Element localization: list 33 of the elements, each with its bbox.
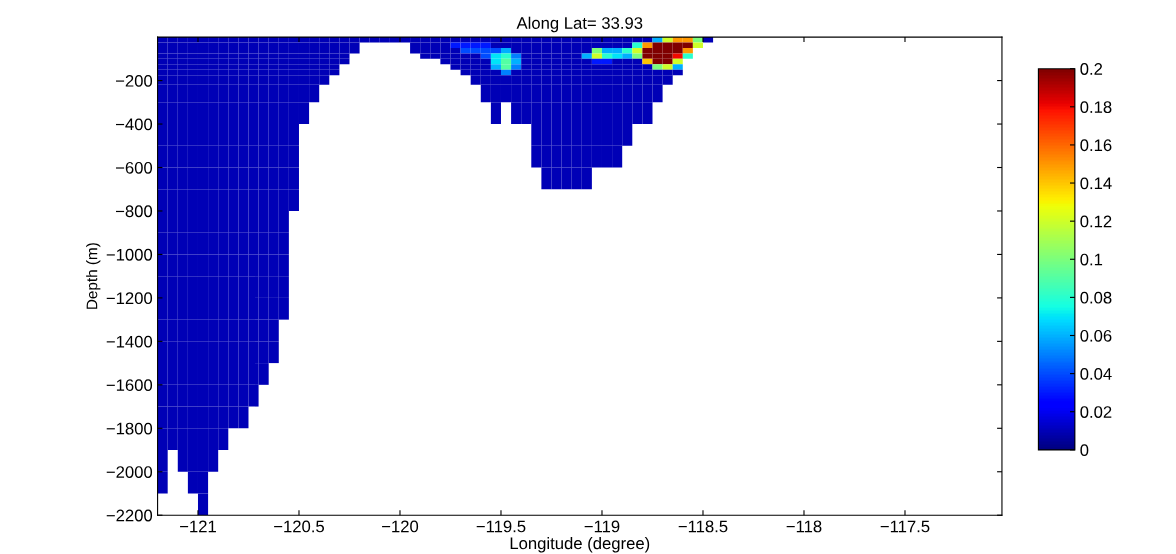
- color-bar-label: 0.18: [1080, 101, 1112, 114]
- x-tick-label: −119: [584, 520, 620, 533]
- y-tick-label: −2000: [106, 466, 153, 478]
- color-bar-label: 0.04: [1080, 368, 1112, 380]
- x-tick-label: −120: [382, 520, 419, 533]
- color-bar-label: 0.16: [1080, 139, 1112, 152]
- x-tick-label: −119.5: [476, 520, 526, 533]
- y-tick-label: −600: [116, 161, 153, 174]
- y-tick-label: −1600: [106, 379, 153, 392]
- color-bar-label: 0.06: [1080, 329, 1112, 342]
- x-tick-label: −121: [180, 520, 216, 533]
- x-tick-label: −120.5: [274, 520, 325, 533]
- x-tick-label: −118: [786, 520, 822, 533]
- color-bar-label: 0.1: [1080, 253, 1103, 266]
- y-tick-label: −1000: [106, 248, 153, 261]
- y-tick-label: −200: [116, 74, 153, 87]
- x-tick-label: −117.5: [880, 520, 930, 533]
- y-tick-label: −1800: [106, 422, 153, 435]
- y-tick-label: −1400: [106, 335, 153, 348]
- y-axis-title: Depth (m): [86, 243, 101, 309]
- y-tick-label: −400: [116, 118, 153, 131]
- color-bar-label: 0: [1080, 444, 1089, 457]
- x-tick-label: −118.5: [678, 520, 728, 533]
- x-axis-title: Longitude (degree): [510, 537, 650, 553]
- y-tick-label: −2200: [106, 509, 153, 522]
- chart-title: Along Lat= 33.93: [516, 16, 643, 33]
- color-bar-label: 0.14: [1080, 177, 1112, 190]
- color-bar-label: 0.2: [1080, 63, 1103, 75]
- y-tick-label: −800: [116, 205, 153, 218]
- color-bar-label: 0.02: [1080, 406, 1112, 418]
- color-bar-label: 0.12: [1080, 215, 1112, 228]
- color-bar-label: 0.08: [1080, 291, 1112, 304]
- y-tick-label: −1200: [106, 292, 153, 305]
